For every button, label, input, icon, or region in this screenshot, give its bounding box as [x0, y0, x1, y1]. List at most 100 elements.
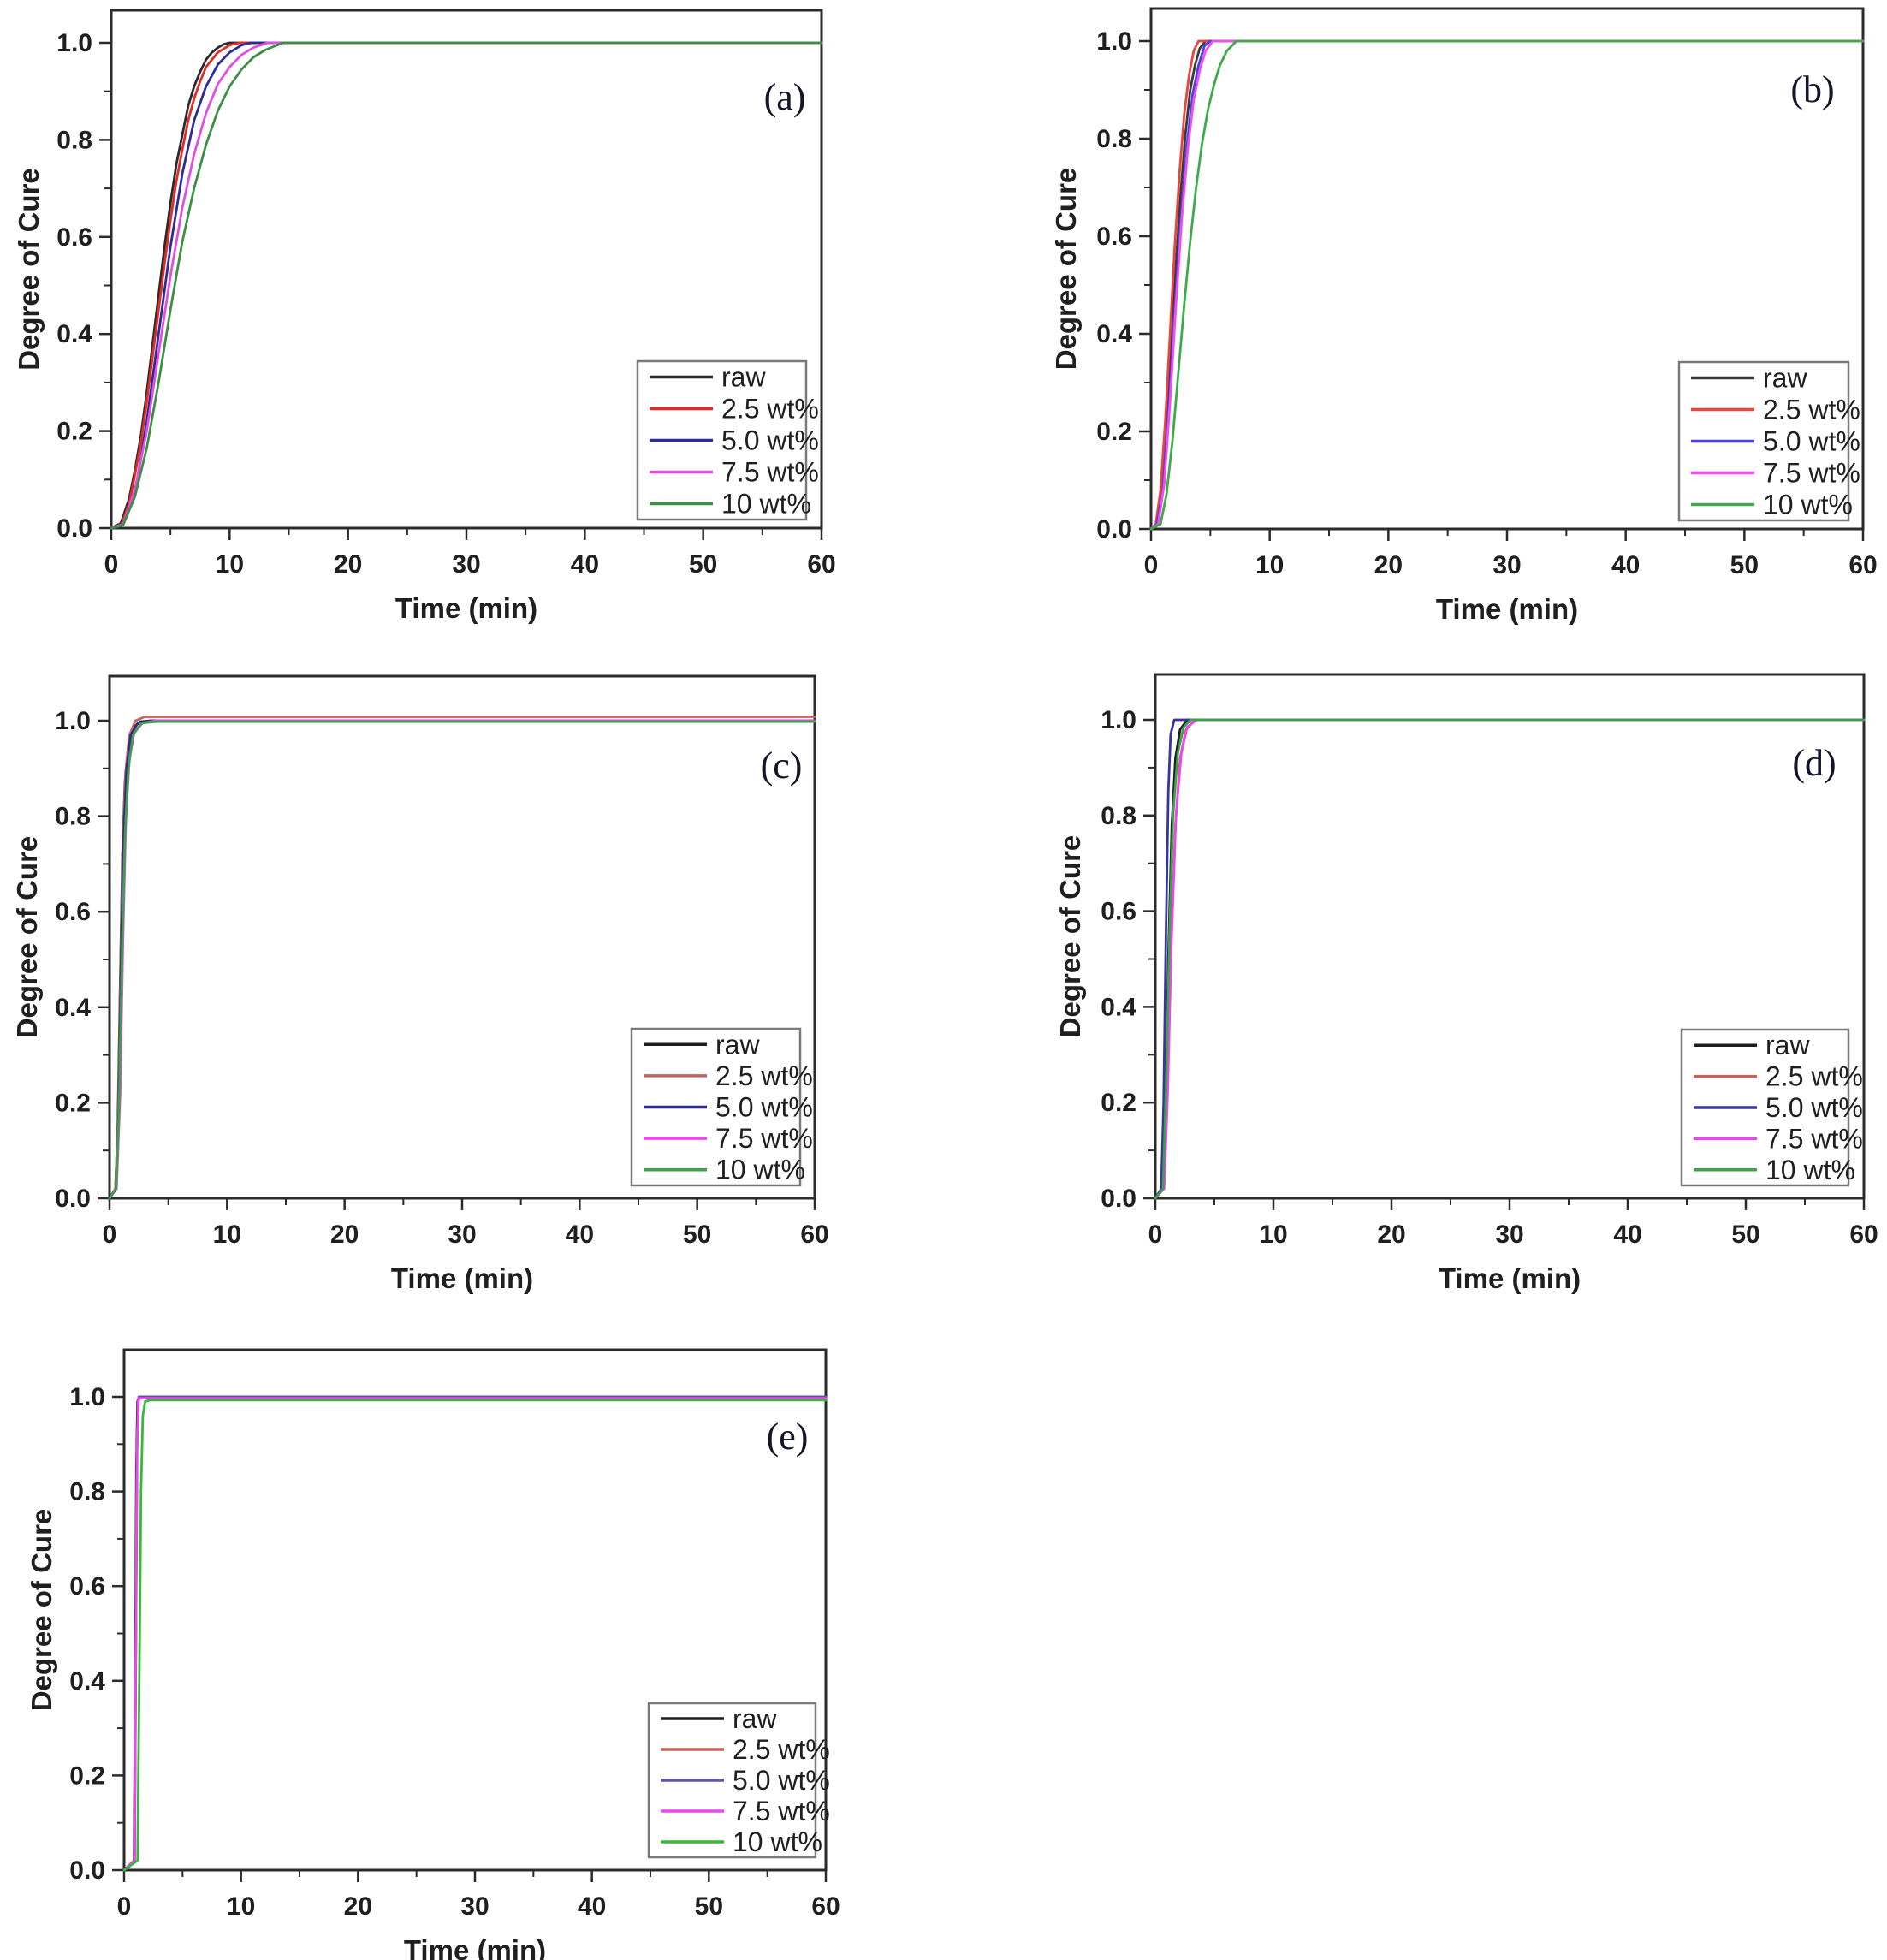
y-axis-title: Degree of Cure: [1050, 168, 1082, 371]
legend-label: 5.0 wt%: [721, 425, 819, 456]
curve-10-wt-: [108, 720, 816, 1200]
x-tick-label: 60: [1848, 551, 1877, 579]
curve-10-wt-: [110, 41, 823, 530]
y-tick-label: 0.2: [56, 418, 92, 446]
panel-letter: (d): [1792, 742, 1836, 784]
legend-label: raw: [1765, 1030, 1810, 1060]
panel-b-chart: 0 10 20 30 40 50 60 0.0 0.2 0.4 0.6 0.8 1.0 Time (min…: [1050, 7, 1878, 625]
legend-label: 10 wt%: [721, 489, 811, 520]
y-tick-label: 1.0: [1101, 706, 1136, 734]
legend-label: 7.5 wt%: [1765, 1123, 1863, 1154]
legend-label: 2.5 wt%: [715, 1060, 813, 1091]
x-axis-title: Time (min): [395, 592, 537, 624]
y-tick-label: 0.4: [1101, 993, 1136, 1021]
curve-5-0-wt-: [1154, 718, 1866, 1200]
x-tick-label: 20: [1377, 1221, 1405, 1249]
y-tick-label: 0.2: [69, 1761, 105, 1790]
x-tick-label: 20: [344, 1892, 372, 1921]
panel-letter: (a): [764, 76, 806, 118]
y-tick-label: 1.0: [56, 29, 92, 57]
panel-a-chart: 0 10 20 30 40 50 60 0.0 0.2 0.4 0.6 0.8 1.0 Time (min…: [13, 9, 836, 624]
x-tick-label: 0: [117, 1892, 132, 1921]
y-tick-label: 0.8: [1096, 125, 1132, 153]
curve-2-5-wt-: [110, 41, 823, 530]
legend-label: 10 wt%: [1765, 1155, 1855, 1185]
x-tick-label: 60: [800, 1221, 828, 1249]
x-tick-label: 60: [807, 550, 835, 579]
x-tick-label: 30: [1495, 1221, 1523, 1249]
x-tick-label: 20: [330, 1221, 359, 1249]
y-tick-label: 0.6: [55, 898, 91, 926]
x-tick-label: 30: [460, 1892, 489, 1921]
x-axis-title: Time (min): [1436, 593, 1578, 625]
panel-letter: (e): [767, 1416, 809, 1458]
y-tick-label: 0.2: [1096, 418, 1132, 446]
y-tick-label: 0.4: [69, 1667, 105, 1696]
legend-label: raw: [733, 1703, 777, 1734]
x-tick-label: 30: [1492, 551, 1521, 579]
y-tick-label: 0.8: [69, 1478, 105, 1506]
x-axis-title: Time (min): [404, 1934, 546, 1960]
y-tick-label: 0.8: [56, 126, 92, 154]
x-tick-label: 10: [227, 1892, 255, 1921]
x-tick-label: 20: [334, 550, 362, 579]
y-tick-label: 0.8: [1101, 802, 1136, 830]
y-tick-label: 0.0: [69, 1856, 105, 1885]
x-tick-label: 0: [1144, 551, 1159, 579]
x-tick-label: 40: [571, 550, 599, 579]
x-tick-label: 50: [695, 1892, 723, 1921]
x-tick-label: 50: [683, 1221, 711, 1249]
x-tick-label: 10: [1255, 551, 1284, 579]
y-tick-label: 0.6: [1096, 223, 1132, 251]
x-tick-label: 0: [103, 1221, 117, 1249]
curve-10-wt-: [1154, 718, 1866, 1200]
x-tick-label: 0: [1148, 1221, 1163, 1249]
curve-7-5-wt-: [1154, 718, 1866, 1200]
x-axis-title: Time (min): [391, 1262, 533, 1294]
y-tick-label: 0.6: [1101, 898, 1136, 926]
y-tick-label: 0.4: [56, 320, 92, 348]
x-tick-label: 50: [1731, 1221, 1759, 1249]
y-tick-label: 0.2: [55, 1089, 91, 1117]
legend-label: 7.5 wt%: [721, 457, 819, 488]
legend-label: 10 wt%: [733, 1826, 822, 1857]
x-tick-label: 50: [1730, 551, 1759, 579]
panel-letter: (c): [761, 745, 803, 787]
legend-label: 10 wt%: [715, 1155, 805, 1185]
x-tick-label: 50: [689, 550, 717, 579]
x-tick-label: 10: [1259, 1221, 1287, 1249]
legend-label: 2.5 wt%: [721, 394, 819, 425]
panel-c-chart: 0 10 20 30 40 50 60 0.0 0.2 0.4 0.6 0.8 1.0 Time (min…: [11, 674, 829, 1294]
y-tick-label: 0.0: [1096, 515, 1132, 543]
legend-label: raw: [715, 1029, 760, 1060]
legend-label: 7.5 wt%: [715, 1123, 813, 1154]
x-tick-label: 60: [1849, 1221, 1878, 1249]
y-tick-label: 0.2: [1101, 1089, 1136, 1117]
y-tick-label: 0.6: [69, 1572, 105, 1601]
x-axis-title: Time (min): [1439, 1262, 1581, 1294]
y-tick-label: 1.0: [55, 707, 91, 735]
y-axis-title: Degree of Cure: [11, 836, 43, 1039]
x-tick-label: 60: [811, 1892, 840, 1921]
x-tick-label: 40: [1613, 1221, 1641, 1249]
y-tick-label: 0.8: [55, 803, 91, 831]
y-tick-label: 0.4: [1096, 320, 1132, 348]
curve-7-5-wt-: [110, 41, 823, 530]
legend-label: 5.0 wt%: [715, 1092, 813, 1123]
y-tick-label: 0.4: [55, 994, 91, 1022]
panel-d-chart: 0 10 20 30 40 50 60 0.0 0.2 0.4 0.6 0.8 1.0 Time (min…: [1054, 673, 1878, 1294]
x-tick-label: 40: [1611, 551, 1640, 579]
curve-10-wt-: [1149, 39, 1865, 531]
x-tick-label: 10: [216, 550, 244, 579]
legend-label: 2.5 wt%: [1763, 395, 1860, 425]
curve-2-5-wt-: [1149, 39, 1865, 531]
y-tick-label: 1.0: [69, 1383, 105, 1411]
legend-label: 10 wt%: [1763, 490, 1853, 520]
legend-label: 2.5 wt%: [1765, 1061, 1863, 1092]
y-tick-label: 0.0: [55, 1185, 91, 1213]
x-tick-label: 0: [104, 550, 119, 579]
x-tick-label: 30: [448, 1221, 476, 1249]
legend-label: 2.5 wt%: [733, 1734, 830, 1765]
legend-label: 5.0 wt%: [1765, 1092, 1863, 1123]
